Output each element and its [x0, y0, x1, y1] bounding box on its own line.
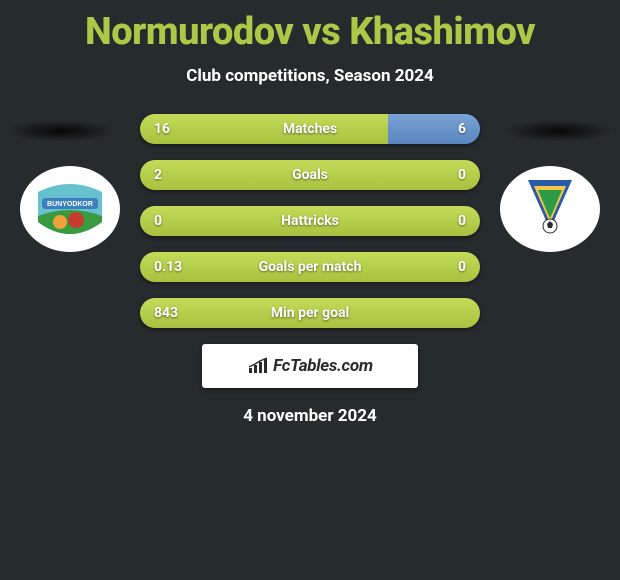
stat-label: Matches	[140, 114, 480, 144]
stat-bar: 2Goals0	[140, 160, 480, 190]
stat-bar: 16Matches6	[140, 114, 480, 144]
stat-value-right: 0	[458, 252, 466, 282]
stat-bars: 16Matches62Goals00Hattricks00.13Goals pe…	[140, 114, 480, 328]
club-left-name: BUNYODKOR	[47, 201, 93, 208]
stat-value-right: 6	[458, 114, 466, 144]
player-shadow-right	[504, 120, 614, 142]
stat-bar: 843Min per goal	[140, 298, 480, 328]
stat-value-right: 0	[458, 206, 466, 236]
comparison-panel: BUNYODKOR 16Matches62Goals00Hattricks00.…	[0, 114, 620, 426]
club-badge-left: BUNYODKOR	[20, 166, 120, 252]
stat-bar: 0.13Goals per match0	[140, 252, 480, 282]
stat-label: Hattricks	[140, 206, 480, 236]
stat-label: Goals	[140, 160, 480, 190]
date-text: 4 november 2024	[0, 406, 620, 426]
club-badge-right	[500, 166, 600, 252]
bar-chart-icon	[247, 357, 269, 375]
stat-bar: 0Hattricks0	[140, 206, 480, 236]
stat-label: Goals per match	[140, 252, 480, 282]
stat-label: Min per goal	[140, 298, 480, 328]
brand-badge: FcTables.com	[202, 344, 418, 388]
brand-text: FcTables.com	[273, 356, 373, 376]
player-shadow-left	[6, 120, 116, 142]
bunyodkor-crest-icon: BUNYODKOR	[20, 166, 120, 252]
club-right-crest-icon	[500, 166, 600, 252]
stat-value-right: 0	[458, 160, 466, 190]
page-title: Normurodov vs Khashimov	[0, 0, 620, 54]
subtitle: Club competitions, Season 2024	[0, 66, 620, 86]
